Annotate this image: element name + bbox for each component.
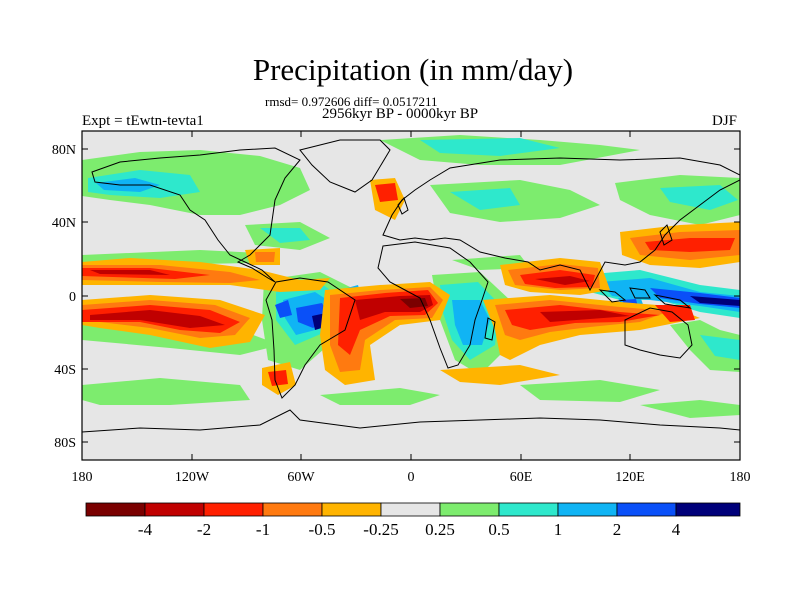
colorbar-label: 2 <box>613 520 622 539</box>
anomaly-region <box>645 238 735 252</box>
lon-label: 120W <box>175 470 210 485</box>
colorbar-label: 0.5 <box>488 520 509 539</box>
coastline-madagascar <box>484 317 496 341</box>
rmsd-diff-stats: rmsd= 0.972606 diff= 0.0517211 <box>265 94 438 109</box>
colorbar-segment <box>380 502 441 517</box>
anomaly-region <box>655 305 695 322</box>
coastline-antarctica <box>82 409 740 433</box>
colorbar-segment <box>85 502 146 517</box>
anomaly-region <box>520 380 660 402</box>
lat-label: 0 <box>69 290 76 305</box>
experiment-label: Expt = tEwtn-tevta1 <box>82 113 204 129</box>
anomaly-region <box>90 310 225 328</box>
colorbar-segment <box>203 502 264 517</box>
colorbar-label: 1 <box>554 520 563 539</box>
anomaly-region <box>450 188 520 210</box>
coastline-maritime-continent <box>598 287 692 309</box>
colorbar-label: -2 <box>197 520 211 539</box>
colorbar-segment <box>262 502 323 517</box>
colorbar-segment <box>557 502 618 517</box>
latitude-labels: 80N 40N 0 40S 80S <box>52 143 76 451</box>
anomaly-region <box>540 310 630 322</box>
lon-label: 120E <box>615 470 645 485</box>
lon-label: 60W <box>287 470 315 485</box>
colorbar-label: -1 <box>256 520 270 539</box>
anomaly-region <box>260 228 310 243</box>
anomaly-region <box>268 370 288 386</box>
anomaly-region <box>452 300 490 345</box>
anomaly-region <box>690 296 740 306</box>
coastlines <box>82 139 740 433</box>
lon-label: 180 <box>730 470 751 485</box>
colorbar-segment <box>498 502 559 517</box>
coastline-japan <box>659 224 673 246</box>
anomaly-region <box>320 388 440 405</box>
coastline-south-america <box>265 277 356 399</box>
coastline-greenland <box>299 139 391 193</box>
anomaly-field <box>82 135 740 418</box>
anomaly-region <box>90 270 170 275</box>
colorbar-label: 0.25 <box>425 520 455 539</box>
anomaly-region <box>670 320 740 372</box>
time-period-label: 2956kyr BP - 0000kyr BP <box>322 106 479 122</box>
map-panel <box>81 130 741 461</box>
latitude-axis <box>82 148 740 443</box>
anomaly-region <box>700 335 740 360</box>
coastline-africa <box>377 241 489 369</box>
anomaly-region <box>82 378 250 405</box>
lon-label: 180 <box>72 470 93 485</box>
coastline-uk <box>397 197 409 215</box>
colorbar-label: -4 <box>138 520 153 539</box>
coastline-north-america <box>91 147 301 283</box>
lon-label: 0 <box>408 470 415 485</box>
longitude-axis <box>81 131 741 460</box>
anomaly-region <box>82 150 310 215</box>
colorbar-segment <box>321 502 382 517</box>
colorbar-label: 4 <box>672 520 681 539</box>
anomaly-region <box>420 138 560 156</box>
anomaly-region <box>255 252 275 262</box>
colorbar-segment <box>616 502 677 517</box>
colorbar-segment <box>144 502 205 517</box>
colorbar <box>85 502 741 517</box>
lat-label: 80N <box>52 143 76 158</box>
anomaly-region <box>440 365 560 385</box>
coastline-australia <box>624 307 693 359</box>
anomaly-region <box>535 276 590 285</box>
lon-label: 60E <box>510 470 533 485</box>
colorbar-label: -0.5 <box>309 520 336 539</box>
figure-title: Precipitation (in mm/day) <box>252 52 574 87</box>
coastline-eurasia <box>382 157 740 292</box>
anomaly-region <box>275 300 292 318</box>
season-label: DJF <box>712 113 738 129</box>
colorbar-labels: -4 -2 -1 -0.5 -0.25 0.25 0.5 1 2 4 <box>138 520 681 539</box>
colorbar-segment <box>675 502 741 517</box>
colorbar-label: -0.25 <box>363 520 398 539</box>
longitude-labels: 180 120W 60W 0 60E 120E 180 <box>72 470 751 485</box>
lat-label: 40S <box>54 363 76 378</box>
colorbar-segment <box>439 502 500 517</box>
anomaly-region <box>375 183 398 202</box>
lat-label: 40N <box>52 216 76 231</box>
anomaly-region <box>640 400 740 418</box>
lat-label: 80S <box>54 436 76 451</box>
